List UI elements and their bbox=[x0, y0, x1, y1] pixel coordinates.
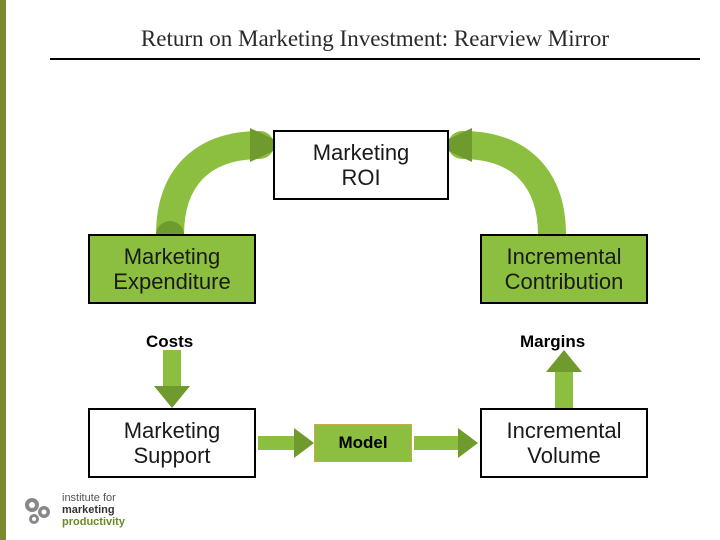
left-accent-bar bbox=[0, 0, 6, 540]
footer-logo: institute for marketing productivity bbox=[20, 492, 125, 528]
box-marketing-expenditure: Marketing Expenditure bbox=[88, 234, 256, 304]
box-label: Marketing Expenditure bbox=[113, 244, 230, 295]
arrow-support-to-model bbox=[258, 428, 314, 458]
box-incremental-contribution: Incremental Contribution bbox=[480, 234, 648, 304]
box-label: Marketing Support bbox=[124, 418, 221, 469]
box-label: Marketing ROI bbox=[313, 140, 410, 191]
model-label: Model bbox=[338, 433, 387, 453]
logo-line3: productivity bbox=[62, 516, 125, 528]
logo-line1: institute for bbox=[62, 492, 125, 504]
label-margins: Margins bbox=[520, 332, 585, 352]
logo-text: institute for marketing productivity bbox=[62, 492, 125, 528]
label-costs: Costs bbox=[146, 332, 193, 352]
box-marketing-support: Marketing Support bbox=[88, 408, 256, 478]
box-label: Incremental Volume bbox=[507, 418, 622, 469]
arrow-left-to-top bbox=[150, 120, 290, 240]
arrow-model-to-volume bbox=[414, 428, 478, 458]
arrow-margins-up bbox=[546, 350, 582, 408]
gears-icon bbox=[20, 492, 56, 528]
logo-line2: marketing bbox=[62, 504, 125, 516]
box-model: Model bbox=[314, 424, 412, 462]
arrow-costs-down bbox=[154, 350, 190, 408]
box-incremental-volume: Incremental Volume bbox=[480, 408, 648, 478]
box-marketing-roi: Marketing ROI bbox=[273, 130, 449, 200]
arrow-right-to-top bbox=[432, 120, 572, 240]
page-title: Return on Marketing Investment: Rearview… bbox=[50, 26, 700, 60]
box-label: Incremental Contribution bbox=[505, 244, 624, 295]
